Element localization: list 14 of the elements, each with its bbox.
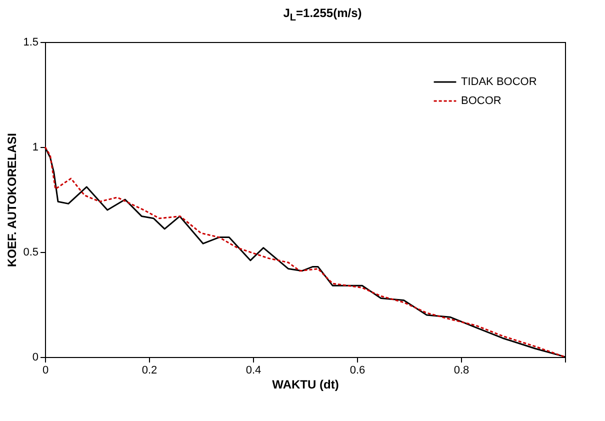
legend-label: BOCOR xyxy=(461,95,502,107)
x-tick-label: 0.6 xyxy=(350,364,366,376)
x-tick-label: 0 xyxy=(42,364,49,376)
x-tick-label: 0.2 xyxy=(142,364,158,376)
legend-label: TIDAK BOCOR xyxy=(461,76,537,88)
y-axis-title: KOEF. AUTOKORELASI xyxy=(5,132,20,268)
x-axis-title: WAKTU (dt) xyxy=(272,378,339,392)
y-tick-label: 0.5 xyxy=(23,246,38,258)
y-tick-label: 0 xyxy=(32,352,38,364)
x-tick-label: 0.8 xyxy=(454,364,470,376)
y-tick-label: 1 xyxy=(32,142,38,154)
y-tick-label: 1.5 xyxy=(23,36,38,48)
x-tick-label: 0.4 xyxy=(246,364,262,376)
chart-title: J$_{L}$=1.255(m/s) xyxy=(282,5,363,26)
